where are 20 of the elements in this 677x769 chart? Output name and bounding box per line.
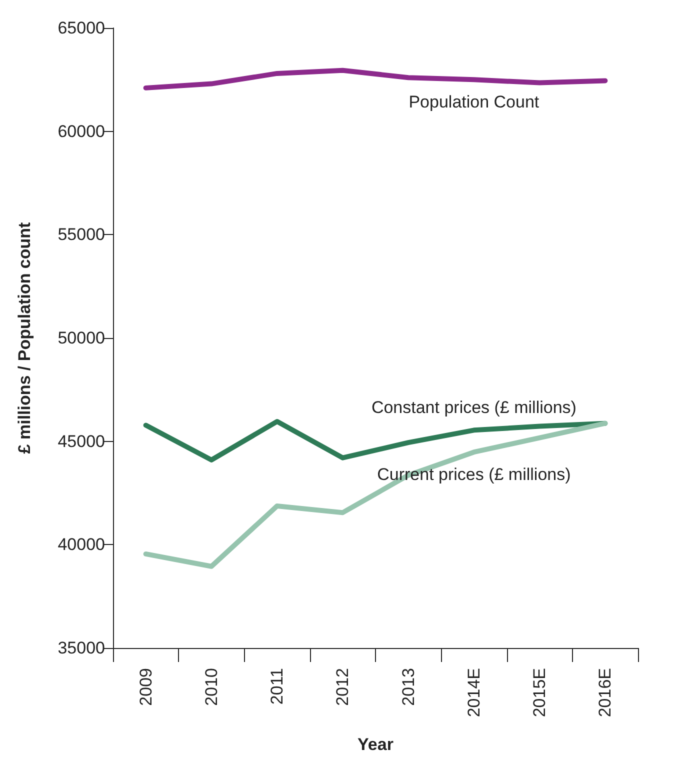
y-axis-title: £ millions / Population count — [15, 222, 34, 454]
series-label: Current prices (£ millions) — [377, 465, 571, 484]
y-tick-label: 65000 — [58, 18, 105, 38]
x-tick-label: 2009 — [136, 668, 156, 706]
y-tick-label: 35000 — [58, 638, 105, 658]
x-tick-label: 2010 — [202, 668, 221, 706]
x-tick-label: 2015E — [530, 668, 550, 718]
y-tick-label: 60000 — [58, 122, 105, 141]
series-label: Constant prices (£ millions) — [371, 398, 576, 418]
x-tick-label: 2013 — [398, 668, 418, 706]
y-tick-label: 55000 — [58, 225, 105, 244]
x-tick-label: 2011 — [268, 668, 287, 705]
y-tick-label: 40000 — [58, 535, 105, 554]
x-tick-label: 2014E — [464, 668, 484, 718]
y-tick-label: 50000 — [58, 328, 105, 348]
x-tick-label: 2012 — [333, 668, 352, 706]
x-tick-label: 2016E — [596, 668, 615, 718]
series-label: Population Count — [408, 92, 540, 112]
x-axis-title: Year — [358, 735, 394, 754]
y-tick-label: 45000 — [58, 432, 105, 451]
